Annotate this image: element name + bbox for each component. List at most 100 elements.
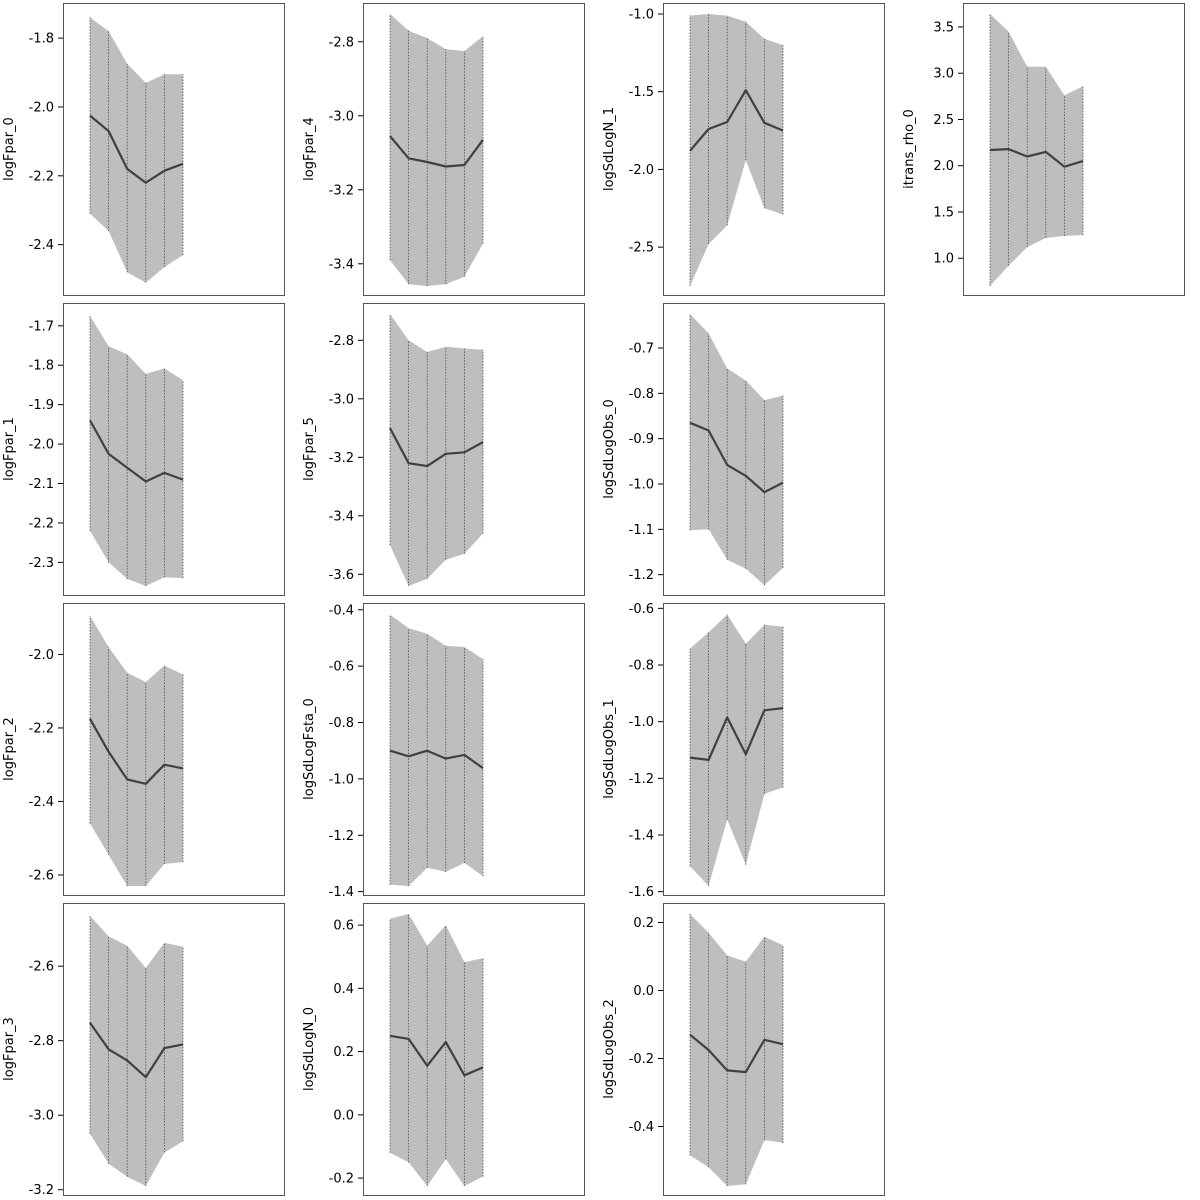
panel-logSdLogN-1: -2.5 -2.0 -1.5 -1.0 logSdLogN_1 xyxy=(602,3,885,296)
y-axis-label: logSdLogFsta_0 xyxy=(302,698,317,800)
y-axis-label: logSdLogObs_1 xyxy=(602,699,617,799)
y-tick-label: -2.4 xyxy=(29,795,54,810)
interval-band xyxy=(690,314,783,586)
mean-line xyxy=(689,1033,784,1074)
y-tick-label: -2.8 xyxy=(329,35,354,50)
interval-band xyxy=(690,14,783,286)
interval-band xyxy=(390,314,483,586)
y-tick-label: -1.9 xyxy=(29,398,54,413)
plot-frame xyxy=(63,303,285,596)
y-tick-label: -0.6 xyxy=(329,660,354,675)
y-tick-label: -0.8 xyxy=(629,387,654,402)
y-tick-label: -2.2 xyxy=(29,169,54,184)
y-tick-label: -1.4 xyxy=(329,885,354,900)
y-axis-label: logFpar_4 xyxy=(302,117,317,181)
y-tick-label: -2.0 xyxy=(29,438,54,453)
y-tick-label: -0.4 xyxy=(629,1120,654,1135)
panel-logFpar-5: -3.6 -3.4 -3.2 -3.0 -2.8 logFpar_5 xyxy=(302,303,585,596)
y-tick-label: 0.2 xyxy=(633,916,654,931)
mean-line xyxy=(389,1034,484,1077)
panel-logFpar-3: -3.2 -3.0 -2.8 -2.6 logFpar_3 xyxy=(2,903,285,1198)
interval-band xyxy=(690,914,783,1186)
panel-logFpar-0: -2.4 -2.2 -2.0 -1.8 logFpar_0 xyxy=(2,3,285,296)
y-tick-label: -3.6 xyxy=(329,568,354,583)
panel-logSdLogObs-2: -0.4 -0.2 0.0 0.2 logSdLogObs_2 xyxy=(602,903,885,1196)
plot-frame xyxy=(63,603,285,896)
y-tick-label: -2.5 xyxy=(629,241,654,256)
y-tick-label: -1.8 xyxy=(29,359,54,374)
y-tick-label: -2.8 xyxy=(329,334,354,349)
plot-frame xyxy=(963,3,1185,296)
y-tick-label: -3.4 xyxy=(329,509,354,524)
y-tick-label: -1.7 xyxy=(29,319,54,334)
panel-logSdLogN-0: -0.2 0.0 0.2 0.4 0.6 logSdLogN_0 xyxy=(302,903,585,1196)
mean-line xyxy=(89,114,184,184)
y-axis-label: logFpar_2 xyxy=(2,717,17,781)
plot-frame xyxy=(363,303,585,596)
plot-frame xyxy=(663,303,885,596)
y-tick-label: -2.8 xyxy=(29,1034,54,1049)
interval-band xyxy=(690,614,783,886)
mean-line xyxy=(689,421,784,494)
y-tick-label: -3.2 xyxy=(329,183,354,198)
y-tick-label: -3.4 xyxy=(329,257,354,272)
y-tick-label: 0.6 xyxy=(333,919,354,934)
panel-logFpar-2: -2.6 -2.4 -2.2 -2.0 logFpar_2 xyxy=(2,603,285,896)
plot-frame xyxy=(663,3,885,296)
y-tick-label: -3.0 xyxy=(29,1109,54,1124)
interval-band xyxy=(390,614,483,886)
y-tick-label: -0.2 xyxy=(329,1172,354,1187)
y-tick-label: -2.0 xyxy=(29,648,54,663)
y-tick-label: -2.0 xyxy=(629,163,654,178)
y-tick-label: -0.2 xyxy=(629,1052,654,1067)
y-tick-label: -2.2 xyxy=(29,721,54,736)
y-tick-label: -2.4 xyxy=(29,238,54,253)
y-tick-label: -3.0 xyxy=(329,392,354,407)
mean-line xyxy=(689,89,784,152)
y-tick-label: -1.0 xyxy=(629,8,654,23)
y-tick-label: -2.3 xyxy=(29,556,54,571)
y-axis-label: logSdLogObs_2 xyxy=(602,999,617,1099)
y-tick-label: -0.9 xyxy=(629,432,654,447)
y-tick-label: -1.2 xyxy=(629,568,654,583)
y-tick-label: -0.7 xyxy=(629,342,654,357)
y-tick-label: -1.1 xyxy=(629,523,654,538)
y-axis-label: logFpar_3 xyxy=(2,1017,17,1081)
y-tick-label: -1.8 xyxy=(29,32,54,47)
y-tick-label: 0.0 xyxy=(633,984,654,999)
y-tick-label: 2.5 xyxy=(933,113,954,128)
y-tick-label: -0.8 xyxy=(629,659,654,674)
y-tick-label: 3.5 xyxy=(933,20,954,35)
mean-line xyxy=(89,419,184,483)
y-axis-label: logFpar_1 xyxy=(2,417,17,481)
y-axis-label: logSdLogN_1 xyxy=(602,107,617,191)
mean-line xyxy=(389,749,484,770)
mean-line xyxy=(89,718,184,785)
y-tick-label: 1.5 xyxy=(933,205,954,220)
plot-frame xyxy=(63,3,285,296)
y-tick-label: -1.4 xyxy=(629,829,654,844)
y-tick-label: -2.2 xyxy=(29,516,54,531)
plot-frame xyxy=(63,903,285,1196)
y-tick-label: -3.2 xyxy=(329,451,354,466)
interval-band xyxy=(90,17,183,283)
panel-logSdLogObs-0: -1.2 -1.1 -1.0 -0.9 -0.8 -0.7 logSdLogObs_0 xyxy=(602,303,885,596)
y-axis-label: logFpar_5 xyxy=(302,417,317,481)
y-tick-label: 0.0 xyxy=(333,1108,354,1123)
mean-line xyxy=(689,707,784,762)
y-tick-label: -0.6 xyxy=(629,602,654,617)
mean-line xyxy=(389,427,484,468)
interval-band xyxy=(90,615,183,886)
y-axis-label: logFpar_0 xyxy=(2,117,17,181)
y-tick-label: -2.1 xyxy=(29,477,54,492)
panel-logSdLogFsta-0: -1.4 -1.2 -1.0 -0.8 -0.6 -0.4 logSdLogFsta_0 xyxy=(302,603,585,900)
y-tick-label: -1.2 xyxy=(629,772,654,787)
panel-logFpar-1: -2.3 -2.2 -2.1 -2.0 -1.9 -1.8 -1.7 logFpar_1 xyxy=(2,303,285,596)
interval-band xyxy=(90,316,183,586)
y-tick-label: -2.6 xyxy=(29,868,54,883)
interval-band xyxy=(390,14,483,286)
y-tick-label: -1.0 xyxy=(329,772,354,787)
interval-band xyxy=(90,915,183,1186)
y-tick-label: -1.5 xyxy=(629,85,654,100)
y-tick-label: 0.4 xyxy=(333,982,354,997)
